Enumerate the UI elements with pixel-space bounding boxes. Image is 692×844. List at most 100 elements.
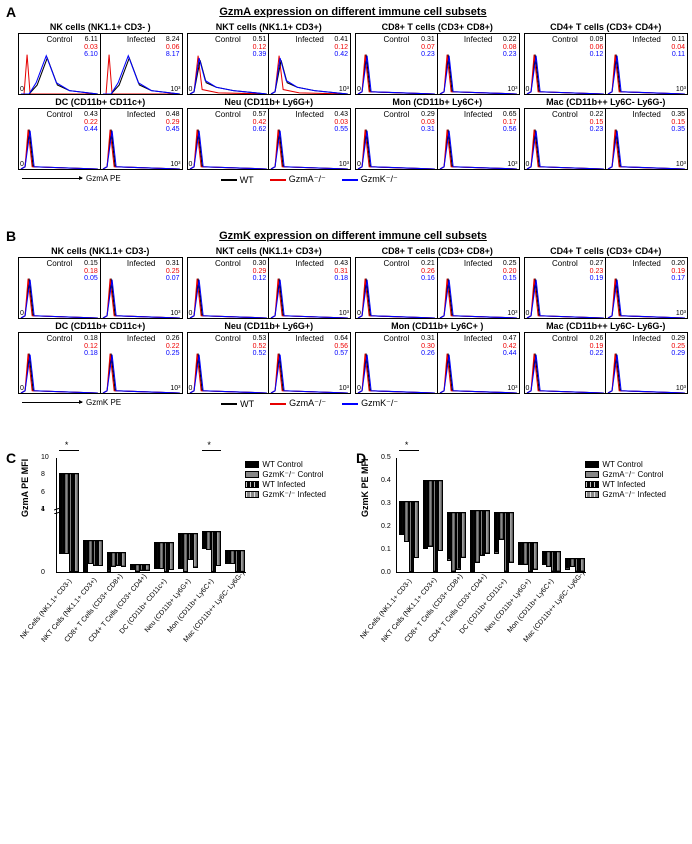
x-tick-max: 10³ bbox=[676, 161, 686, 168]
control-label: Control bbox=[215, 259, 241, 268]
bar bbox=[216, 531, 221, 566]
x-tick-0: 0 bbox=[526, 86, 530, 93]
x-tick-max: 10³ bbox=[170, 86, 180, 93]
bar bbox=[98, 540, 103, 567]
bar-group bbox=[154, 542, 174, 572]
chart-c: GzmA PE MFI 0146810** WT ControlGzmK⁻/⁻ … bbox=[18, 452, 328, 644]
bar-group bbox=[225, 550, 245, 572]
histo-group: Mac (CD11b++ Ly6C- Ly6G-) Control 0.220.… bbox=[524, 97, 689, 170]
bar-group bbox=[83, 540, 103, 572]
infected-label: Infected bbox=[295, 35, 323, 44]
cell-type-title: CD4+ T cells (CD3+ CD4+) bbox=[524, 246, 689, 256]
cell-type-title: Mon (CD11b+ Ly6C+ ) bbox=[355, 321, 520, 331]
legend-item: WT Infected bbox=[245, 480, 326, 489]
bar-group bbox=[494, 512, 514, 572]
x-tick-0: 0 bbox=[189, 161, 193, 168]
histo-control: Control 0.300.290.12 0 bbox=[187, 257, 270, 319]
histo-group: CD4+ T cells (CD3+ CD4+) Control 0.270.2… bbox=[524, 246, 689, 319]
histo-group: Mon (CD11b+ Ly6C+) Control 0.290.030.31 … bbox=[355, 97, 520, 170]
infected-label: Infected bbox=[632, 35, 660, 44]
x-axis-arrow-a bbox=[22, 178, 82, 179]
histo-group: Mon (CD11b+ Ly6C+ ) Control 0.310.300.26… bbox=[355, 321, 520, 394]
x-tick-max: 10³ bbox=[170, 385, 180, 392]
histo-control: Control 0.090.060.12 0 bbox=[524, 33, 607, 95]
histo-infected: Infected 0.200.190.17 10³ bbox=[606, 257, 688, 319]
cell-type-title: NK cells (NK1.1+ CD3-) bbox=[18, 246, 183, 256]
histo-control: 100 Control 6.110.036.10 0 bbox=[18, 33, 101, 95]
cell-type-title: CD4+ T cells (CD3+ CD4+) bbox=[524, 22, 689, 32]
sig-bracket bbox=[59, 450, 79, 451]
control-label: Control bbox=[46, 334, 72, 343]
histo-control: 100 Control 0.430.220.44 0 bbox=[18, 108, 101, 170]
histo-group: Mac (CD11b++ Ly6C- Ly6G-) Control 0.260.… bbox=[524, 321, 689, 394]
chart-c-legend: WT ControlGzmK⁻/⁻ ControlWT InfectedGzmK… bbox=[245, 460, 326, 500]
chart-d-ylabel: GzmK PE MFI bbox=[360, 458, 370, 517]
legend-item: GzmK⁻/⁻ Control bbox=[245, 470, 326, 479]
cell-type-title: CD8+ T cells (CD3+ CD8+) bbox=[355, 246, 520, 256]
infected-label: Infected bbox=[464, 35, 492, 44]
bar bbox=[485, 510, 490, 554]
histo-control: Control 0.290.030.31 0 bbox=[355, 108, 438, 170]
histo-group: CD8+ T cells (CD3+ CD8+) Control 0.310.0… bbox=[355, 22, 520, 95]
infected-label: Infected bbox=[295, 110, 323, 119]
x-tick-max: 10³ bbox=[170, 161, 180, 168]
bar-group bbox=[447, 512, 467, 572]
legend-item: GzmA⁻/⁻ Infected bbox=[585, 490, 666, 499]
histo-infected: Infected 0.430.030.55 10³ bbox=[269, 108, 351, 170]
chart-d-legend: WT ControlGzmA⁻/⁻ ControlWT InfectedGzmA… bbox=[585, 460, 666, 500]
panel-a-label: A bbox=[6, 4, 16, 20]
histo-control: Control 0.220.150.23 0 bbox=[524, 108, 607, 170]
x-tick-max: 10³ bbox=[339, 86, 349, 93]
y-tick: 0.4 bbox=[381, 477, 391, 484]
infected-label: Infected bbox=[632, 259, 660, 268]
infected-label: Infected bbox=[127, 334, 155, 343]
bar bbox=[74, 473, 79, 572]
x-tick-0: 0 bbox=[189, 385, 193, 392]
histo-group: NKT cells (NK1.1+ CD3+) Control 0.510.12… bbox=[187, 22, 352, 95]
histo-group: NK cells (NK1.1+ CD3-) 100 Control 0.150… bbox=[18, 246, 183, 319]
x-tick-max: 10³ bbox=[339, 310, 349, 317]
histo-infected: Infected 0.260.220.25 10³ bbox=[101, 332, 183, 394]
bar bbox=[461, 512, 466, 558]
bar-group bbox=[130, 564, 150, 572]
x-tick-max: 10³ bbox=[676, 86, 686, 93]
histo-group: DC (CD11b+ CD11c+) 100 Control 0.180.120… bbox=[18, 321, 183, 394]
sig-star: * bbox=[207, 440, 211, 450]
bar bbox=[414, 501, 419, 559]
legend-item: GzmK⁻/⁻ Infected bbox=[245, 490, 326, 499]
histo-group: Neu (CD11b+ Ly6G+) Control 0.530.520.52 … bbox=[187, 321, 352, 394]
cell-type-title: DC (CD11b+ CD11c+) bbox=[18, 97, 183, 107]
histo-infected: Infected 0.290.250.29 10³ bbox=[606, 332, 688, 394]
x-axis-label-b: GzmK PE bbox=[86, 398, 121, 407]
histo-infected: Infected 0.250.200.15 10³ bbox=[438, 257, 520, 319]
bar bbox=[240, 550, 245, 572]
y-tick: 6 bbox=[41, 489, 45, 496]
bar bbox=[193, 533, 198, 568]
bar bbox=[509, 512, 514, 563]
bar bbox=[533, 542, 538, 570]
section-a-title: GzmA expression on different immune cell… bbox=[18, 6, 688, 18]
cell-type-title: Mon (CD11b+ Ly6C+) bbox=[355, 97, 520, 107]
sig-star: * bbox=[405, 440, 409, 450]
x-tick-max: 10³ bbox=[339, 385, 349, 392]
histo-control: Control 0.530.520.52 0 bbox=[187, 332, 270, 394]
x-tick-max: 10³ bbox=[507, 385, 517, 392]
x-tick-max: 10³ bbox=[339, 161, 349, 168]
x-tick-0: 0 bbox=[526, 161, 530, 168]
x-tick-0: 0 bbox=[357, 310, 361, 317]
y-tick: 8 bbox=[41, 471, 45, 478]
leg-ga: GzmA⁻/⁻ bbox=[289, 174, 326, 185]
histo-control: Control 0.570.420.62 0 bbox=[187, 108, 270, 170]
x-tick-0: 0 bbox=[189, 86, 193, 93]
histo-group: CD8+ T cells (CD3+ CD8+) Control 0.210.2… bbox=[355, 246, 520, 319]
control-label: Control bbox=[552, 259, 578, 268]
infected-label: Infected bbox=[295, 259, 323, 268]
y-tick: 0 bbox=[41, 569, 45, 576]
x-tick-0: 0 bbox=[20, 86, 24, 93]
bar-group bbox=[59, 473, 79, 572]
x-tick-0: 0 bbox=[189, 310, 193, 317]
y-tick: 0.2 bbox=[381, 523, 391, 530]
histo-control: Control 0.270.230.19 0 bbox=[524, 257, 607, 319]
x-tick-0: 0 bbox=[526, 310, 530, 317]
histo-infected: Infected 0.480.290.45 10³ bbox=[101, 108, 183, 170]
